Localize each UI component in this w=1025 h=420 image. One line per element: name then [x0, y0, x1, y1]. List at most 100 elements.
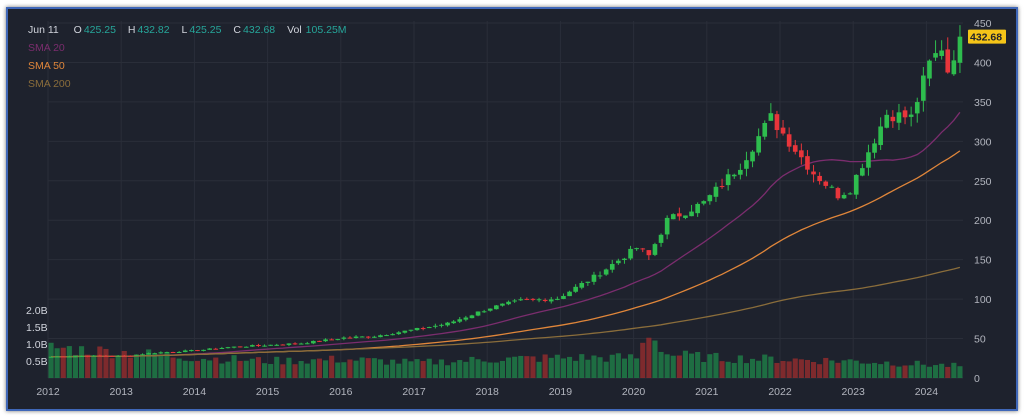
candle-body [487, 308, 493, 311]
candle-body [335, 339, 341, 341]
volume-bar [798, 359, 804, 378]
volume-bar [682, 350, 689, 378]
candle-body [323, 339, 328, 342]
volume-bar [597, 357, 603, 378]
candlestick-chart[interactable]: 0 50 100 150 200 250 300 350 400 450 2012 2013 2014 2… [8, 9, 1016, 409]
volume-bar [792, 358, 798, 378]
candle-body [396, 332, 402, 335]
volume-bar [48, 342, 54, 378]
candle-body [347, 337, 353, 339]
legend-sma-50[interactable]: SMA 50 [28, 60, 65, 72]
candle-body [268, 344, 273, 346]
candle-body [353, 336, 359, 338]
y-tick-label: 0 [974, 373, 980, 385]
volume-bar [945, 366, 951, 378]
candle-body [134, 354, 139, 356]
x-tick-label: 2021 [695, 386, 719, 398]
sma-20-line [50, 111, 961, 358]
last-price-label: 432.68 [970, 32, 1002, 44]
volume-bar [847, 359, 853, 378]
open-value: 425.25 [83, 24, 116, 36]
low-key: L [181, 24, 188, 36]
candle-body [872, 143, 877, 153]
candle-body [951, 60, 957, 75]
candle-body [304, 343, 310, 345]
candle-body [603, 269, 609, 275]
volume-bar [66, 346, 72, 378]
volume-bar [835, 362, 841, 378]
candle-body [731, 174, 737, 177]
candle-body [359, 336, 365, 338]
candle-body [841, 194, 847, 199]
volume-bar [341, 362, 347, 378]
volume-bar [188, 361, 194, 378]
candle-body [762, 122, 768, 137]
candle-body [176, 352, 182, 354]
candle-body [426, 327, 432, 329]
volume-bar [420, 361, 426, 378]
candle-body [719, 186, 725, 188]
volume-bar [54, 348, 60, 378]
volume-bar [426, 358, 432, 378]
volume-bar [469, 356, 475, 378]
x-tick-label: 2023 [842, 386, 866, 398]
volume-bar [951, 362, 957, 378]
candle-body [365, 336, 371, 338]
candle-body [713, 186, 719, 197]
candle-body [555, 298, 560, 300]
candle-body [536, 299, 542, 301]
volume-bar [383, 364, 390, 378]
volume-bar [207, 360, 213, 378]
volume-bar [237, 360, 243, 378]
volume-bar [908, 365, 914, 378]
legend-sma-200[interactable]: SMA 200 [28, 78, 71, 90]
volume-bar [371, 358, 377, 378]
candle-body [274, 344, 280, 346]
candle-body [195, 350, 200, 352]
y-tick-label: 200 [974, 215, 992, 227]
date-label: Jun 11 [28, 24, 59, 36]
candle-body [957, 36, 963, 63]
volume-bar [103, 348, 109, 378]
volume-bar [213, 357, 219, 378]
volume-bar [164, 352, 170, 378]
volume-bar [573, 360, 579, 378]
x-tick-label: 2019 [549, 386, 573, 398]
candle-body [786, 134, 792, 147]
candle-body [695, 203, 700, 214]
close-value: 432.68 [243, 24, 276, 36]
candle-body [744, 160, 749, 169]
candle-body [646, 250, 652, 256]
volume-bar [920, 364, 926, 378]
candle-body [201, 349, 206, 351]
high-key: H [127, 24, 136, 36]
volume-bar [786, 361, 792, 378]
ohlc-readout: Jun 11 O 425.25 H 432.82 L 425.25 C 432.68 V… [28, 24, 356, 36]
volume-bar [432, 364, 438, 378]
volume-bar [780, 361, 786, 378]
candle-body [725, 174, 731, 186]
x-tick-label: 2018 [476, 386, 500, 398]
candle-body [524, 298, 530, 300]
candle-body [262, 345, 267, 347]
volume-bar [756, 360, 762, 378]
legend-sma-20[interactable]: SMA 20 [28, 42, 65, 54]
volume-bar [353, 360, 359, 378]
volume-bar [829, 360, 835, 378]
volume-bar [255, 357, 262, 378]
candle-body [414, 327, 420, 331]
candle-body [54, 356, 60, 358]
candle-body [689, 211, 694, 217]
volume-bar [853, 360, 859, 378]
volume-bar [109, 358, 115, 378]
candle-body [298, 343, 304, 345]
candle-body [97, 355, 103, 357]
candle-body [823, 181, 829, 186]
candle-body [591, 274, 597, 282]
candle-body [329, 339, 334, 341]
candle-body [542, 299, 548, 301]
volume-bar [670, 355, 676, 378]
candle-body [878, 126, 883, 146]
volume-bar [823, 357, 829, 378]
volume-bar [762, 354, 768, 378]
